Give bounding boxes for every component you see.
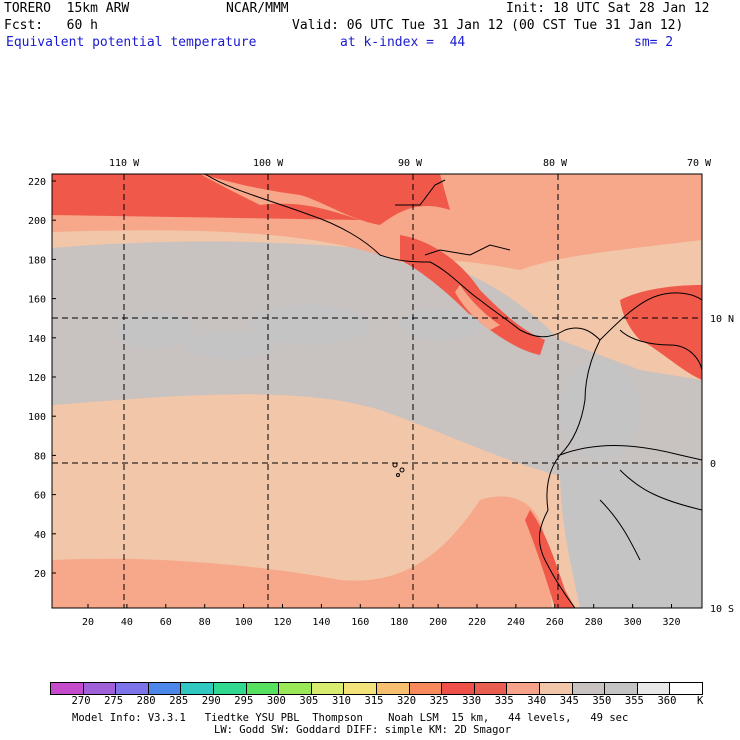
colorbar-swatch <box>245 683 279 694</box>
y-tick-label: 80 <box>34 451 46 462</box>
colorbar-swatch <box>115 683 148 694</box>
colorbar-value: 285 <box>169 695 189 707</box>
colorbar-value: 340 <box>527 695 547 707</box>
y-tick-label: 100 <box>28 412 46 423</box>
lat-lon-grid <box>52 174 702 608</box>
colorbar-swatch <box>310 683 344 694</box>
colorbar-value: 280 <box>136 695 156 707</box>
colorbar-value: 310 <box>331 695 351 707</box>
colorbar-value: 360 <box>657 695 677 707</box>
x-tick-label: 180 <box>390 617 408 628</box>
y-tick-label: 180 <box>28 255 46 266</box>
colorbar-swatch <box>82 683 116 694</box>
colorbar-labels: 270 275 280 285 290 295 300 305 310 315 320 325 330 3… <box>0 695 740 707</box>
colorbar-swatch <box>212 683 246 694</box>
colorbar-swatch <box>441 683 474 694</box>
x-tick-label: 200 <box>429 617 447 628</box>
map-frame <box>51 173 703 609</box>
colorbar-swatch <box>669 683 702 694</box>
lon-label-70w: 70 W <box>687 158 712 169</box>
y-tick-label: 120 <box>28 373 46 384</box>
x-tick-label: 140 <box>312 617 330 628</box>
colorbar-swatch <box>506 683 539 694</box>
lon-label-100w: 100 W <box>253 158 284 169</box>
x-tick-label: 60 <box>160 617 172 628</box>
lat-label-0: 0 <box>710 459 716 470</box>
x-tick-label: 240 <box>507 617 525 628</box>
forecast-hour: Fcst: 60 h <box>4 18 98 33</box>
colorbar-swatch <box>538 683 572 694</box>
y-tick-label: 20 <box>34 569 46 580</box>
colorbar-value: 345 <box>559 695 579 707</box>
y-tick-label: 140 <box>28 334 46 345</box>
colorbar-value: 290 <box>201 695 221 707</box>
colorbar-value: 325 <box>429 695 449 707</box>
colorbar-value: 305 <box>299 695 319 707</box>
lon-label-110w: 110 W <box>109 158 140 169</box>
colorbar-value: 335 <box>494 695 514 707</box>
colorbar-value: 300 <box>266 695 286 707</box>
colorbar-swatch <box>375 683 409 694</box>
x-tick-label: 220 <box>468 617 486 628</box>
x-axis: 20 40 60 80 100 120 140 160 180 200 220 240 260 280 30… <box>82 604 681 628</box>
colorbar-value: 315 <box>364 695 384 707</box>
y-tick-label: 60 <box>34 491 46 502</box>
colorbar-value: 270 <box>71 695 91 707</box>
colorbar-swatch <box>571 683 605 694</box>
lat-label-10s: 10 S <box>710 604 734 615</box>
lon-label-80w: 80 W <box>543 158 568 169</box>
colorbar-swatch <box>180 683 213 694</box>
valid-time: Valid: 06 UTC Tue 31 Jan 12 (00 CST Tue … <box>292 18 684 33</box>
x-tick-label: 80 <box>199 617 211 628</box>
init-time: Init: 18 UTC Sat 28 Jan 12 <box>506 1 710 16</box>
physics-info: LW: Godd SW: Goddard DIFF: simple KM: 2D… <box>214 724 512 736</box>
field-name: Equivalent potential temperature <box>6 35 257 50</box>
x-tick-label: 20 <box>82 617 94 628</box>
level-index: at k-index = 44 <box>340 35 466 50</box>
x-tick-label: 280 <box>585 617 603 628</box>
y-tick-label: 220 <box>28 177 46 188</box>
x-tick-label: 260 <box>546 617 564 628</box>
colorbar-swatch <box>604 683 637 694</box>
colorbar-swatch <box>51 683 83 694</box>
y-tick-label: 200 <box>28 216 46 227</box>
y-tick-label: 160 <box>28 295 46 306</box>
colorbar-swatch <box>147 683 181 694</box>
x-tick-label: 320 <box>662 617 680 628</box>
field-shading <box>52 174 702 608</box>
smoothing-value: sm= 2 <box>634 35 674 50</box>
colorbar-swatch <box>408 683 442 694</box>
x-tick-label: 100 <box>235 617 253 628</box>
colorbar-unit: K <box>697 695 704 707</box>
colorbar-value: 355 <box>624 695 644 707</box>
colorbar-value: 350 <box>592 695 612 707</box>
y-tick-label: 40 <box>34 530 46 541</box>
model-title: TORERO 15km ARW <box>4 1 130 16</box>
y-axis: 220 200 180 160 140 120 100 80 60 40 20 <box>28 177 56 580</box>
colorbar <box>50 682 703 695</box>
lon-label-90w: 90 W <box>398 158 423 169</box>
lat-label-10n: 10 N <box>710 314 734 325</box>
colorbar-swatch <box>343 683 376 694</box>
x-tick-label: 300 <box>624 617 642 628</box>
colorbar-swatch <box>636 683 670 694</box>
x-tick-label: 40 <box>121 617 133 628</box>
colorbar-value: 275 <box>104 695 124 707</box>
x-tick-label: 160 <box>351 617 369 628</box>
model-info: Model Info: V3.3.1 Tiedtke YSU PBL Thomp… <box>72 712 629 724</box>
center-name: NCAR/MMM <box>226 1 289 16</box>
theta-e-map: 110 W 100 W 90 W 80 W 70 W <box>28 158 734 628</box>
colorbar-value: 330 <box>462 695 482 707</box>
coastlines <box>204 174 702 608</box>
colorbar-swatch <box>473 683 507 694</box>
colorbar-value: 320 <box>397 695 417 707</box>
colorbar-value: 295 <box>234 695 254 707</box>
x-tick-label: 120 <box>273 617 291 628</box>
colorbar-swatch <box>278 683 311 694</box>
